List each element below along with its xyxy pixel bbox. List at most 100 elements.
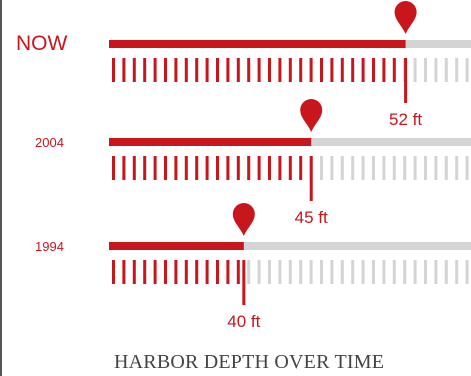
ruler-tick xyxy=(257,260,261,284)
ruler-tick xyxy=(444,260,448,284)
map-pin-icon xyxy=(232,203,255,236)
ruler-tick xyxy=(455,156,459,180)
ruler-tick xyxy=(465,156,469,180)
ruler-tick xyxy=(195,260,199,284)
ruler-tick xyxy=(122,156,126,180)
ruler-tick xyxy=(226,156,230,180)
ruler-tick xyxy=(132,58,136,82)
ruler-tick xyxy=(299,260,303,284)
ruler-tick xyxy=(361,260,365,284)
ruler-tick xyxy=(257,156,261,180)
ruler-tick xyxy=(288,58,292,82)
ruler-tick xyxy=(164,58,167,82)
ruler-tick xyxy=(247,58,251,82)
ruler-tick xyxy=(320,156,323,180)
ruler-tick xyxy=(132,156,136,180)
ruler-tick xyxy=(153,260,157,284)
ruler-tick xyxy=(278,260,282,284)
row-label-2004: 2004 xyxy=(35,135,64,150)
ruler-tick xyxy=(164,156,167,180)
ruler-tick xyxy=(278,58,282,82)
ruler-tick xyxy=(236,58,240,82)
value-bar-1994 xyxy=(109,242,244,250)
ruler-tick xyxy=(164,260,167,284)
ruler-tick xyxy=(184,156,188,180)
map-pin-icon xyxy=(300,99,323,132)
ruler-tick xyxy=(216,156,219,180)
value-pointer-line xyxy=(309,156,313,201)
ruler-tick xyxy=(174,260,178,284)
ruler-tick xyxy=(403,156,407,180)
ruler-tick xyxy=(372,58,375,82)
ruler-tick xyxy=(122,58,126,82)
ruler-tick xyxy=(382,156,386,180)
ruler-tick xyxy=(278,156,282,180)
ruler-tick xyxy=(174,58,178,82)
ruler-tick xyxy=(413,156,417,180)
ruler-tick xyxy=(216,260,219,284)
ruler-tick xyxy=(257,58,261,82)
ruler-tick xyxy=(195,156,199,180)
ruler-tick xyxy=(320,260,323,284)
track-bar-1994 xyxy=(109,242,471,250)
ruler-tick xyxy=(216,58,219,82)
ruler-tick xyxy=(132,260,136,284)
value-pointer-line xyxy=(242,260,246,305)
ruler-tick xyxy=(247,260,251,284)
ruler-tick xyxy=(434,156,438,180)
ruler-tick xyxy=(184,260,188,284)
ruler-tick xyxy=(236,156,240,180)
ruler-tick xyxy=(392,260,396,284)
ruler-tick xyxy=(112,260,115,284)
ruler-tick xyxy=(309,58,313,82)
ruler-tick xyxy=(361,156,365,180)
ruler-tick xyxy=(465,260,469,284)
value-pointer-line xyxy=(404,58,408,103)
ruler-tick xyxy=(330,260,334,284)
ruler-tick xyxy=(455,260,459,284)
ruler-tick xyxy=(424,58,427,82)
ruler-tick xyxy=(340,156,344,180)
ruler-tick xyxy=(372,260,375,284)
ruler-tick xyxy=(205,58,209,82)
ruler-tick xyxy=(351,260,355,284)
ruler-tick xyxy=(372,156,375,180)
ruler-tick xyxy=(226,260,230,284)
ruler-tick xyxy=(205,156,209,180)
ruler-tick xyxy=(330,58,334,82)
ruler-tick xyxy=(444,156,448,180)
ruler-tick xyxy=(361,58,365,82)
ruler-tick xyxy=(153,156,157,180)
ruler-tick xyxy=(236,260,240,284)
ruler-tick xyxy=(268,156,271,180)
ruler-tick xyxy=(424,260,427,284)
ruler-tick xyxy=(434,260,438,284)
ruler-tick xyxy=(330,156,334,180)
ruler-tick xyxy=(455,58,459,82)
ruler-tick xyxy=(174,156,178,180)
value-label-1994: 40 ft xyxy=(227,312,260,331)
ruler-tick xyxy=(112,156,115,180)
ruler-tick xyxy=(465,58,469,82)
ruler-tick xyxy=(288,260,292,284)
ruler-tick xyxy=(112,58,115,82)
value-label-now: 52 ft xyxy=(389,110,422,129)
ruler-tick xyxy=(392,58,396,82)
ruler-tick xyxy=(268,58,271,82)
ruler-tick xyxy=(434,58,438,82)
ruler-tick xyxy=(340,260,344,284)
ruler-tick xyxy=(299,156,303,180)
ruler-tick xyxy=(205,260,209,284)
ruler-tick xyxy=(413,260,417,284)
map-pin-icon xyxy=(394,1,417,35)
ruler-tick xyxy=(143,260,147,284)
ruler-tick xyxy=(424,156,427,180)
ruler-tick xyxy=(247,156,251,180)
ruler-tick xyxy=(143,156,147,180)
row-label-1994: 1994 xyxy=(35,239,64,254)
ruler-tick xyxy=(226,58,230,82)
ruler-tick xyxy=(299,58,303,82)
ruler-tick xyxy=(351,58,355,82)
